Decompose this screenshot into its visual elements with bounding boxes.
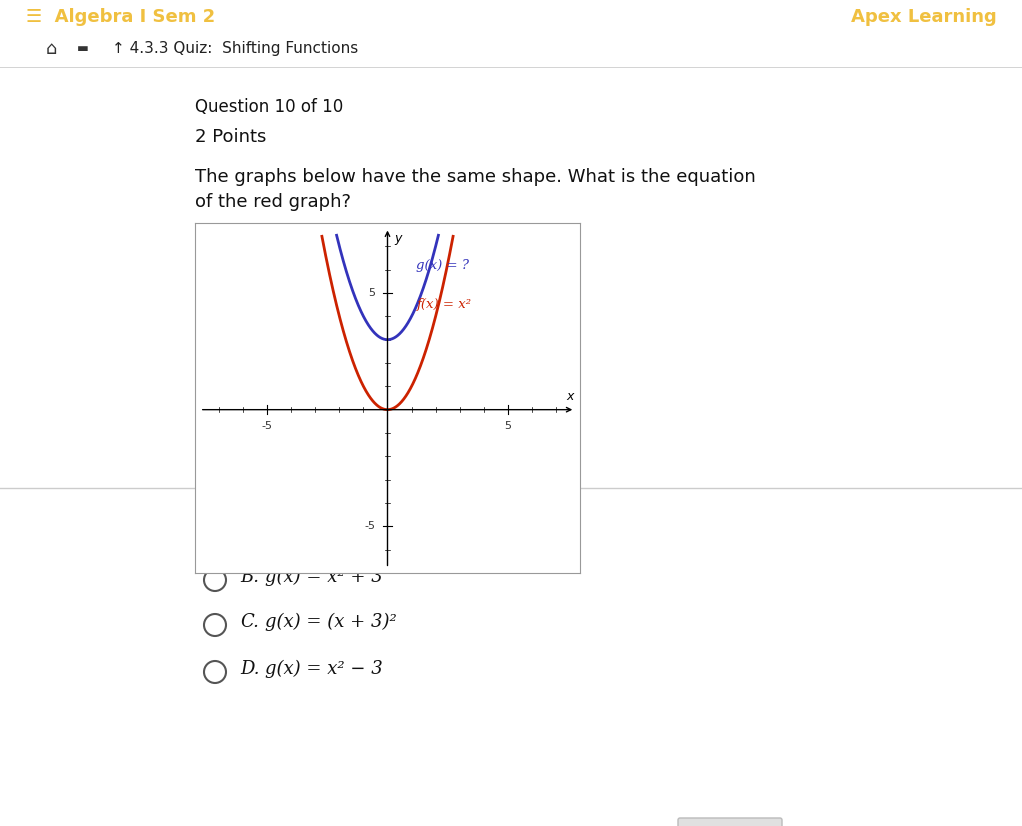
Text: of the red graph?: of the red graph? bbox=[195, 193, 351, 211]
Text: 5: 5 bbox=[369, 288, 375, 298]
Text: ↑ 4.3.3 Quiz:  Shifting Functions: ↑ 4.3.3 Quiz: Shifting Functions bbox=[112, 41, 359, 56]
Text: g(x) = x² + 3: g(x) = x² + 3 bbox=[265, 568, 383, 586]
Text: x: x bbox=[566, 390, 574, 402]
FancyBboxPatch shape bbox=[678, 818, 782, 826]
Text: C.: C. bbox=[240, 613, 259, 631]
Text: -5: -5 bbox=[365, 521, 375, 531]
Text: g(x) = ?: g(x) = ? bbox=[416, 259, 469, 272]
Text: 5: 5 bbox=[504, 421, 511, 431]
Text: f(x) = x²: f(x) = x² bbox=[416, 298, 471, 311]
Text: ☰  Algebra I Sem 2: ☰ Algebra I Sem 2 bbox=[26, 7, 215, 26]
Text: 2 Points: 2 Points bbox=[195, 128, 267, 146]
Text: ▬: ▬ bbox=[77, 42, 88, 55]
Text: g(x) =: g(x) = bbox=[195, 458, 267, 478]
Text: The graphs below have the same shape. What is the equation: The graphs below have the same shape. Wh… bbox=[195, 168, 755, 186]
Text: A.: A. bbox=[240, 523, 259, 541]
Text: Question 10 of 10: Question 10 of 10 bbox=[195, 98, 343, 116]
Text: g(x) = (x + 3)²: g(x) = (x + 3)² bbox=[265, 613, 397, 631]
Text: g(x) = (x − 3)²: g(x) = (x − 3)² bbox=[265, 523, 397, 541]
Text: -5: -5 bbox=[262, 421, 273, 431]
Text: D.: D. bbox=[240, 660, 260, 678]
Text: ⌂: ⌂ bbox=[46, 40, 57, 58]
Text: ______: ______ bbox=[275, 458, 338, 477]
Text: Apex Learning: Apex Learning bbox=[850, 7, 996, 26]
Text: B.: B. bbox=[240, 568, 259, 586]
Text: g(x) = x² − 3: g(x) = x² − 3 bbox=[265, 660, 383, 678]
Text: y: y bbox=[394, 232, 402, 245]
